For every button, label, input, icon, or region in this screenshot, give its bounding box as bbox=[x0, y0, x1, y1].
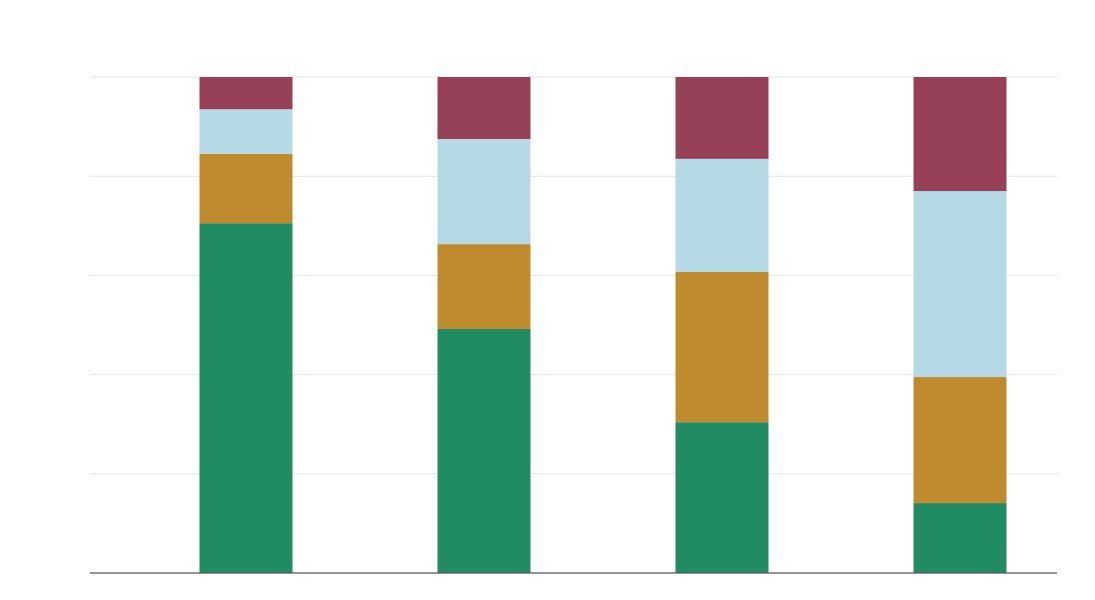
bar-segment bbox=[199, 223, 293, 573]
bar-segment bbox=[437, 77, 531, 139]
bar-segment bbox=[675, 77, 769, 159]
bar-segment bbox=[675, 271, 769, 423]
bar-segment bbox=[437, 244, 531, 329]
bar-segment bbox=[913, 77, 1007, 192]
bar-segment bbox=[437, 328, 531, 573]
bar-segment bbox=[913, 503, 1007, 573]
bar-segment bbox=[199, 77, 293, 110]
bar-segment bbox=[913, 191, 1007, 378]
bar-segment bbox=[675, 422, 769, 573]
bar-segment bbox=[199, 109, 293, 154]
bar-segment bbox=[437, 139, 531, 245]
bar-segment bbox=[913, 377, 1007, 504]
bar-segment bbox=[199, 153, 293, 224]
bar-segment bbox=[675, 158, 769, 272]
